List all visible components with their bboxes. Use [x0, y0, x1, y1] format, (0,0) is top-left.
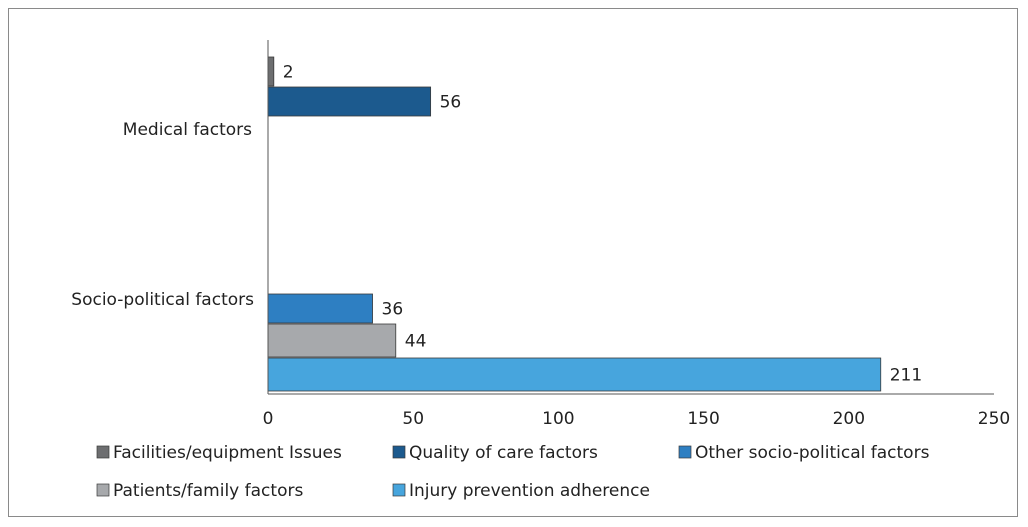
bar — [267, 56, 275, 87]
legend-swatch — [96, 483, 110, 497]
bars — [267, 56, 882, 392]
data-label: 44 — [405, 332, 427, 352]
legend-label: Quality of care factors — [409, 443, 598, 463]
x-tick-label: 100 — [542, 409, 574, 429]
legend-swatch — [392, 445, 406, 459]
category-label: Socio-political factors — [71, 290, 254, 310]
category-label: Medical factors — [123, 120, 252, 140]
x-tick-label: 150 — [687, 409, 719, 429]
legend-swatch — [392, 483, 406, 497]
x-tick-label: 250 — [978, 409, 1010, 429]
data-label: 36 — [382, 300, 404, 320]
x-tick-label: 200 — [833, 409, 865, 429]
legend-label: Facilities/equipment Issues — [113, 443, 342, 463]
data-label: 56 — [440, 93, 462, 113]
x-tick-label: 50 — [402, 409, 424, 429]
legend-label: Injury prevention adherence — [409, 481, 650, 501]
bar — [267, 86, 432, 117]
category-labels: Medical factors Socio-political factors — [71, 120, 254, 310]
legend-swatch — [678, 445, 692, 459]
bar — [267, 323, 397, 358]
bar — [267, 357, 882, 392]
x-tick-label: 0 — [263, 409, 274, 429]
x-axis: 0 50 100 150 200 250 — [263, 40, 1010, 429]
bar — [267, 293, 373, 324]
data-label: 211 — [890, 366, 922, 386]
legend-label: Other socio-political factors — [695, 443, 930, 463]
legend-swatch — [96, 445, 110, 459]
data-label: 2 — [283, 63, 294, 83]
legend-label: Patients/family factors — [113, 481, 303, 501]
chart-frame — [8, 8, 1018, 517]
legend: Facilities/equipment Issues Quality of ca… — [96, 443, 930, 501]
